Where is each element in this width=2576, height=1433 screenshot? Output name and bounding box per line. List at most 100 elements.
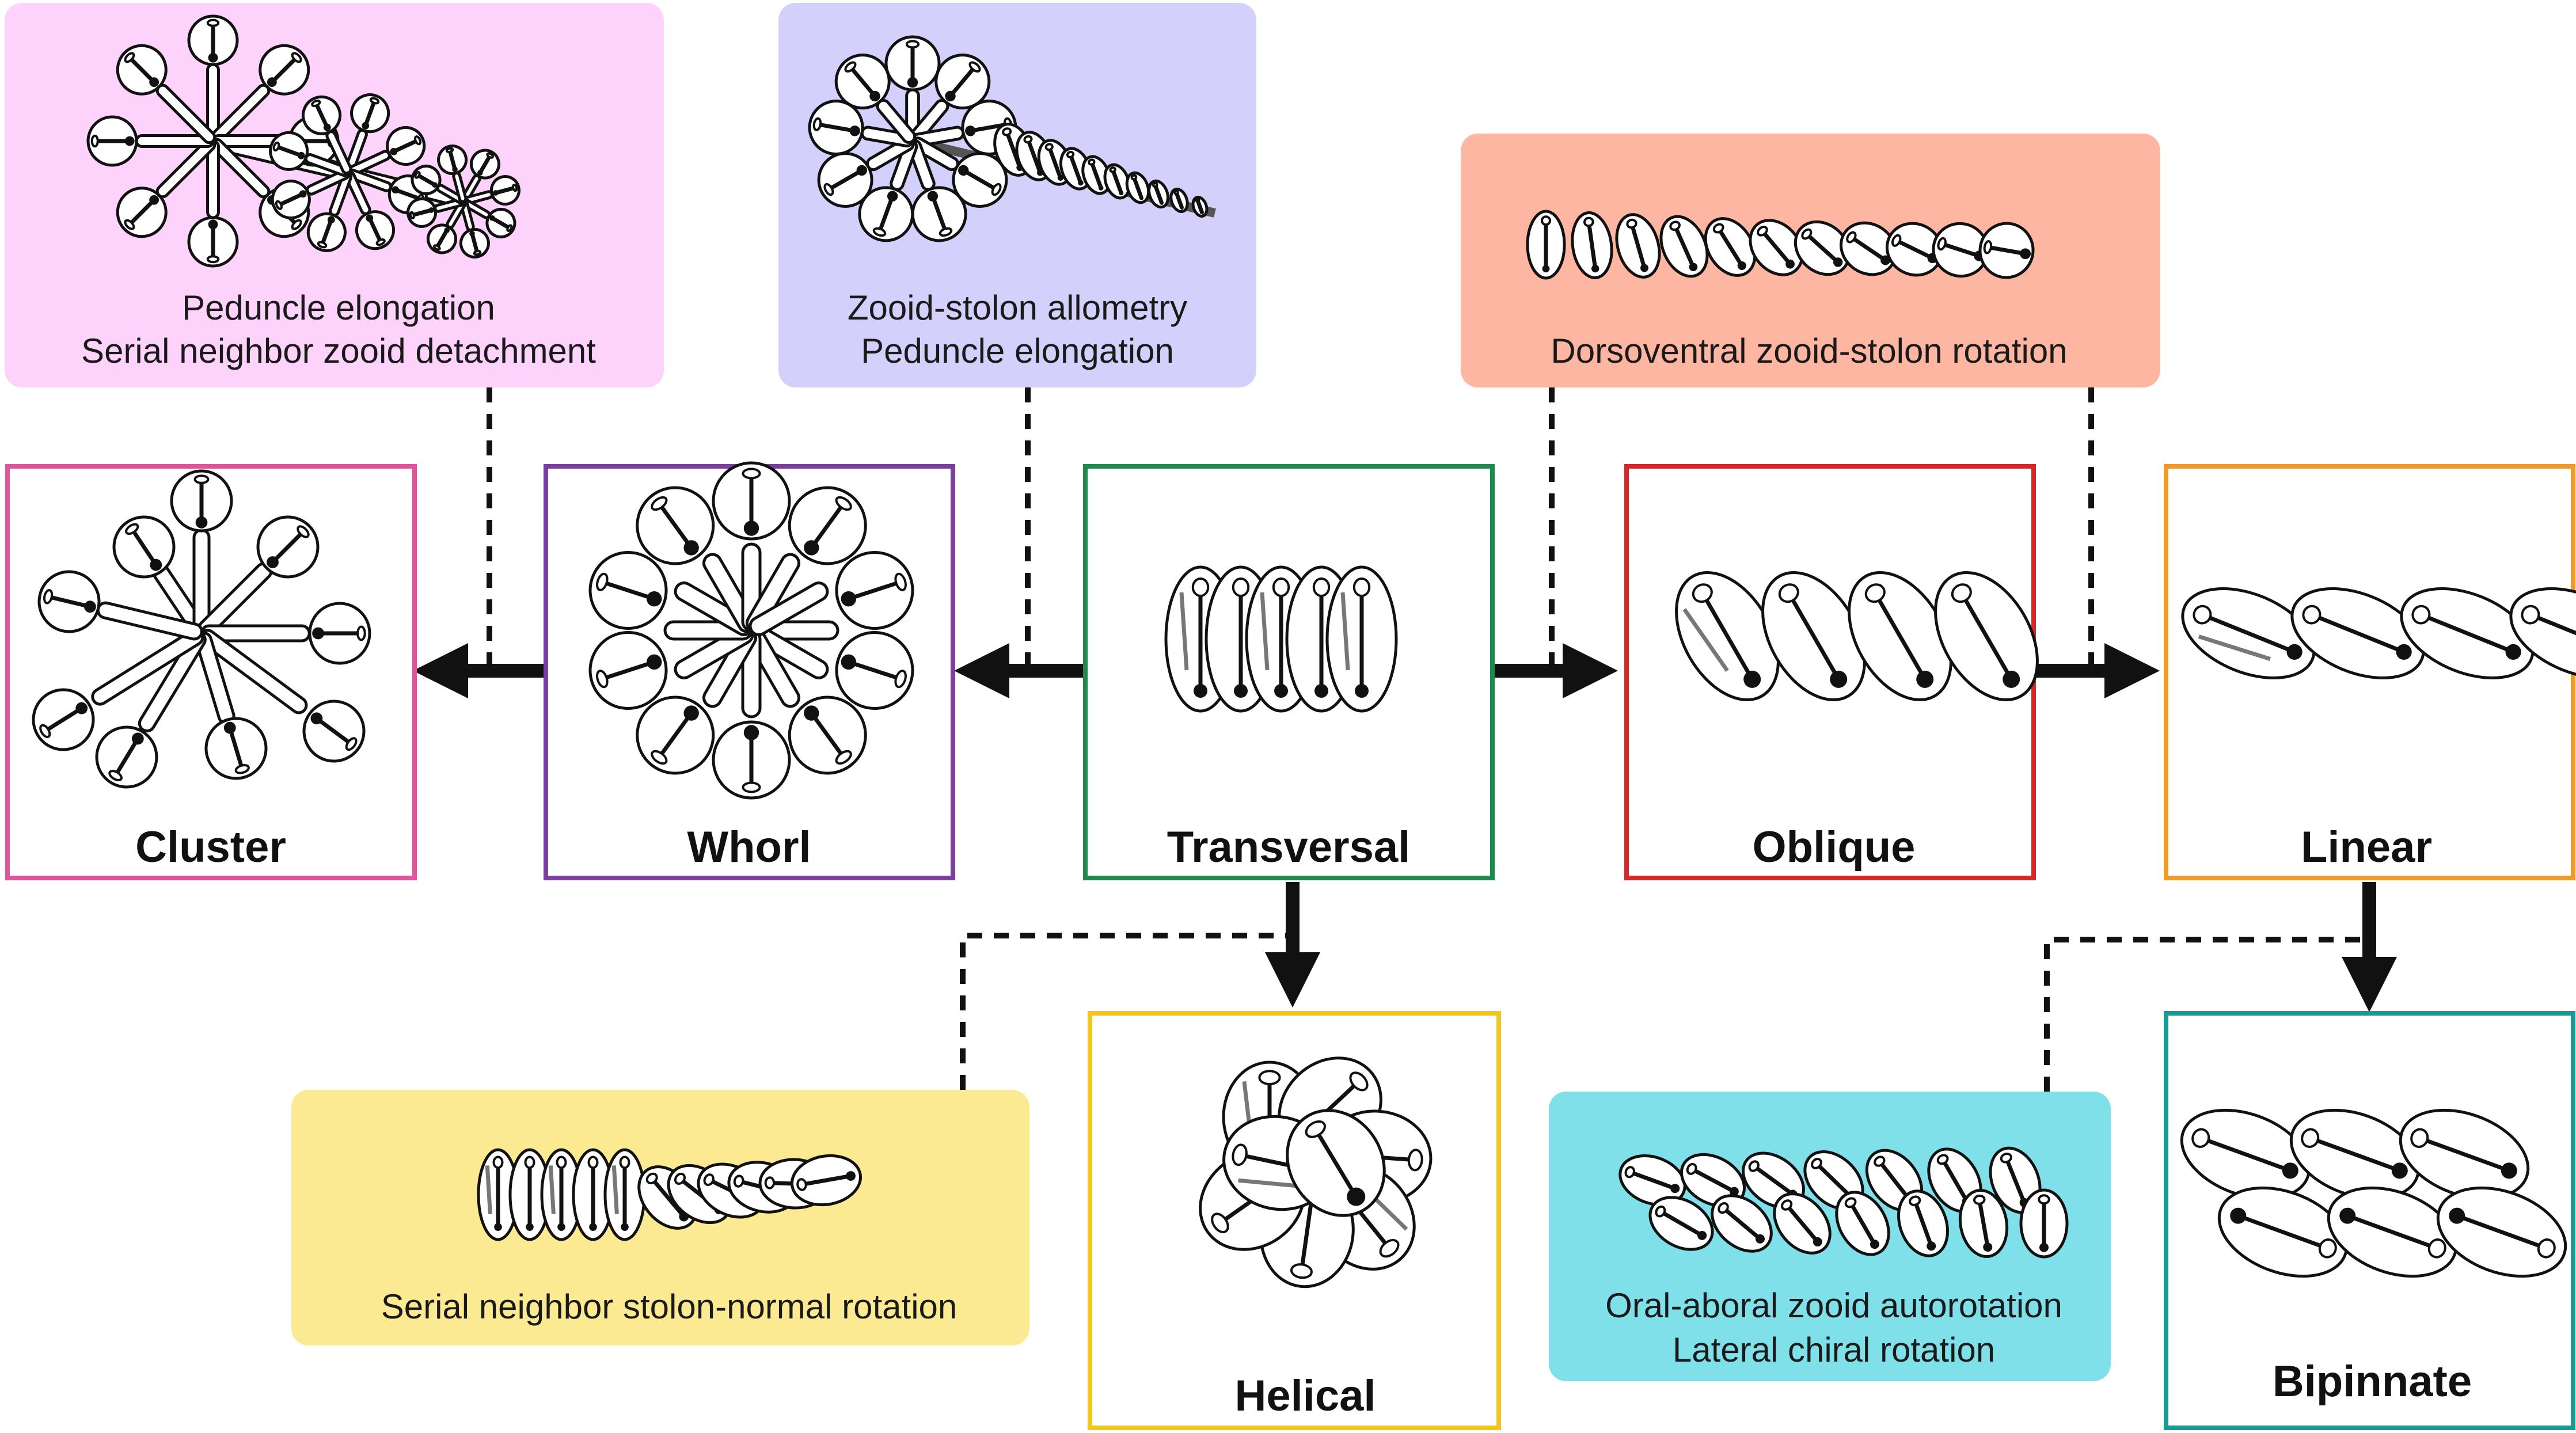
zooid-icon bbox=[817, 152, 873, 208]
dashed-yellow-to-arrow bbox=[960, 933, 1293, 1090]
zooid-icon bbox=[355, 210, 395, 250]
zooid-icon bbox=[2181, 587, 2316, 679]
zooid-icon bbox=[1711, 1194, 1773, 1253]
zooid-icon bbox=[2400, 587, 2535, 679]
note-yellow-illustration bbox=[477, 1148, 863, 1241]
note-yellow: Serial neighbor stolon-normal rotation bbox=[291, 1090, 1029, 1345]
zooid-icon bbox=[1794, 220, 1851, 276]
node-oblique-illustration bbox=[1675, 571, 2039, 701]
node-linear: Linear bbox=[2164, 464, 2576, 880]
zooid-icon bbox=[437, 145, 468, 176]
zooid-icon bbox=[1989, 1146, 2042, 1214]
zooid-icon bbox=[911, 186, 967, 242]
zooid-icon bbox=[858, 186, 914, 242]
zooid-icon bbox=[116, 44, 168, 96]
node-cluster: Cluster bbox=[5, 464, 417, 880]
note-pink: Peduncle elongation Serial neighbor zooi… bbox=[5, 3, 664, 387]
zooid-icon bbox=[259, 44, 310, 96]
zooid-icon bbox=[636, 695, 715, 775]
note-salmon-line1: Dorsoventral zooid-stolon rotation bbox=[1551, 332, 2067, 370]
zooid-icon bbox=[790, 1154, 863, 1207]
zooid-icon bbox=[187, 14, 239, 66]
zooid-icon bbox=[489, 175, 520, 206]
node-linear-illustration bbox=[2181, 587, 2576, 679]
zooid-icon bbox=[1978, 222, 2035, 279]
zooid-icon bbox=[1615, 213, 1661, 279]
zooid-icon bbox=[427, 223, 457, 254]
node-transversal-label: Transversal bbox=[1167, 823, 1411, 872]
zooid-icon bbox=[2217, 1186, 2349, 1278]
zooid-icon bbox=[1169, 187, 1189, 214]
zooid-icon bbox=[204, 717, 268, 780]
zooid-icon bbox=[1191, 196, 1209, 218]
zooid-icon bbox=[884, 35, 941, 92]
zooid-icon bbox=[308, 602, 371, 665]
zooid-icon bbox=[411, 165, 442, 195]
zooid-icon bbox=[1618, 1154, 1686, 1207]
zooid-icon bbox=[2399, 1108, 2530, 1200]
node-linear-label: Linear bbox=[2301, 823, 2432, 872]
zooid-icon bbox=[470, 149, 500, 180]
node-bipinnate-illustration bbox=[2180, 1108, 2567, 1278]
node-oblique-label: Oblique bbox=[1753, 823, 1916, 872]
note-pink-line1: Peduncle elongation bbox=[182, 288, 495, 327]
zooid-icon bbox=[588, 550, 668, 630]
note-lavender-line1: Zooid-stolon allometry bbox=[848, 288, 1187, 327]
zooid-icon bbox=[269, 131, 309, 171]
zooid-icon bbox=[37, 570, 101, 633]
note-cyan-line1: Oral-aboral zooid autorotation bbox=[1605, 1286, 2062, 1325]
note-yellow-line1: Serial neighbor stolon-normal rotation bbox=[381, 1287, 958, 1326]
dashed-connectors bbox=[487, 387, 2366, 1092]
node-oblique: Oblique bbox=[1624, 464, 2039, 880]
zooid-icon bbox=[302, 700, 366, 763]
zooid-icon bbox=[1885, 222, 1944, 277]
note-cyan: Oral-aboral zooid autorotation Lateral c… bbox=[1549, 1092, 2111, 1381]
zooid-icon bbox=[1749, 219, 1804, 276]
zooid-icon bbox=[1648, 1196, 1714, 1251]
zooid-icon bbox=[2509, 587, 2576, 679]
zooid-icon bbox=[306, 212, 347, 252]
zooid-icon bbox=[712, 720, 791, 800]
zooid-icon bbox=[256, 515, 320, 579]
zooid-icon bbox=[459, 227, 490, 259]
note-lavender: Zooid-stolon allometry Peduncle elongati… bbox=[778, 3, 1256, 387]
node-helical: Helical bbox=[1088, 1011, 1501, 1430]
note-lavender-illustration bbox=[808, 35, 1216, 242]
zooid-icon bbox=[835, 550, 914, 630]
node-transversal-illustration bbox=[1164, 565, 1398, 713]
zooid-icon bbox=[95, 725, 158, 789]
zooid-icon bbox=[834, 54, 891, 110]
zooid-icon bbox=[1848, 571, 1952, 701]
zooid-icon bbox=[1103, 163, 1131, 200]
node-helical-label: Helical bbox=[1234, 1371, 1376, 1420]
zooid-icon bbox=[1761, 571, 1866, 701]
node-whorl-illustration bbox=[588, 461, 914, 800]
zooid-icon bbox=[808, 100, 864, 156]
zooid-icon bbox=[1680, 1153, 1746, 1208]
node-bipinnate: Bipinnate bbox=[2164, 1011, 2575, 1430]
node-whorl-label: Whorl bbox=[687, 823, 811, 872]
zooid-icon bbox=[485, 208, 516, 238]
note-salmon: Dorsoventral zooid-stolon rotation bbox=[1461, 134, 2160, 387]
zooid-icon bbox=[1571, 211, 1613, 279]
zooid-icon bbox=[788, 486, 867, 565]
zooid-icon bbox=[1125, 171, 1150, 204]
zooid-icon bbox=[2290, 587, 2425, 679]
zooid-icon bbox=[386, 126, 426, 166]
node-whorl: Whorl bbox=[544, 461, 955, 880]
zooid-icon bbox=[1773, 1192, 1832, 1255]
solid-arrows bbox=[413, 643, 2397, 1012]
zooid-icon bbox=[2180, 1108, 2311, 1200]
zooid-icon bbox=[1704, 217, 1757, 277]
node-bipinnate-label: Bipinnate bbox=[2273, 1357, 2472, 1406]
note-pink-illustration bbox=[86, 14, 520, 268]
zooid-icon bbox=[32, 688, 95, 751]
zooid-icon bbox=[2327, 1186, 2458, 1278]
zooid-icon bbox=[1526, 210, 1566, 280]
zooid-icon bbox=[350, 93, 390, 134]
note-lavender-line2: Peduncle elongation bbox=[861, 332, 1174, 370]
zooid-icon bbox=[835, 631, 914, 710]
zooid-icon bbox=[187, 216, 239, 268]
zooid-icon bbox=[934, 54, 991, 110]
